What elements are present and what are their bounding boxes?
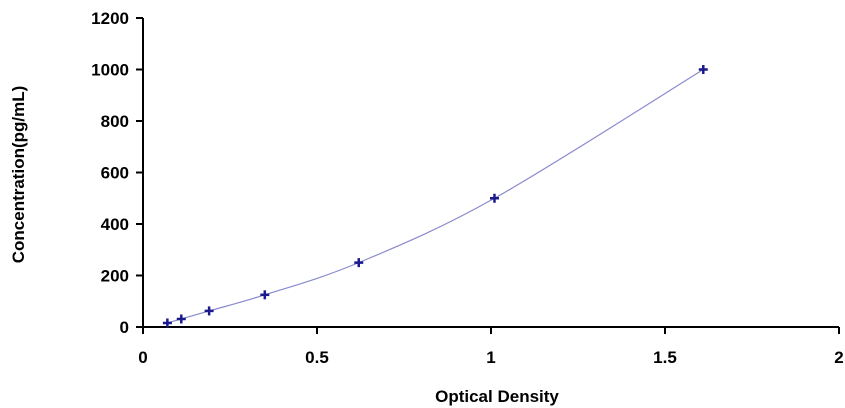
x-axis-ticks: 0 0.5 1 1.5 2 — [138, 327, 844, 367]
data-point — [489, 193, 499, 203]
y-tick-label: 400 — [101, 215, 129, 234]
y-axis-title: Concentration(pg/mL) — [9, 86, 28, 264]
y-tick-label: 600 — [101, 164, 129, 183]
y-tick-label: 0 — [120, 318, 129, 337]
x-tick-label: 1.5 — [653, 348, 677, 367]
data-point — [204, 306, 214, 316]
x-tick-label: 0 — [138, 348, 147, 367]
y-tick-label: 200 — [101, 267, 129, 286]
axes — [142, 18, 839, 328]
data-point — [176, 314, 186, 324]
data-point — [162, 318, 172, 328]
data-series — [162, 65, 708, 328]
x-tick-label: 2 — [834, 348, 843, 367]
x-tick-label: 1 — [486, 348, 495, 367]
data-point — [354, 258, 364, 268]
y-tick-label: 800 — [101, 112, 129, 131]
x-tick-label: 0.5 — [305, 348, 329, 367]
series-line — [167, 68, 704, 324]
x-axis-title: Optical Density — [435, 387, 559, 406]
data-point — [698, 65, 708, 74]
y-axis-ticks: 0 200 400 600 800 1000 1200 — [91, 9, 143, 337]
y-tick-label: 1000 — [91, 61, 129, 80]
y-tick-label: 1200 — [91, 9, 129, 28]
data-point — [260, 290, 270, 300]
